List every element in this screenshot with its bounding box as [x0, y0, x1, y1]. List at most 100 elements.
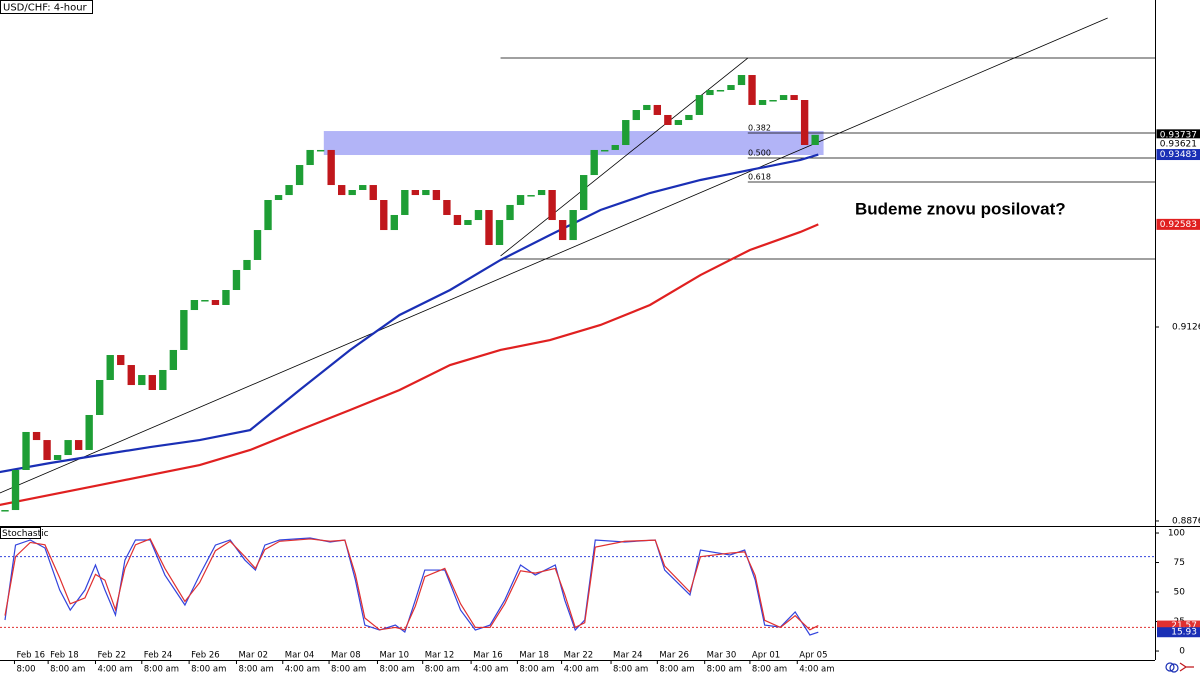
candle	[495, 220, 504, 246]
x-tick-label: Apr 05	[799, 651, 827, 661]
icon[interactable]	[1179, 662, 1194, 672]
x-tick-label: Mar 18	[519, 651, 549, 661]
candle	[537, 189, 546, 196]
candle	[685, 114, 693, 121]
x-tick-label: Feb 26	[191, 651, 220, 661]
indicator-title: Stochastic	[2, 529, 49, 539]
y-tick-label: 0.88760	[1172, 516, 1200, 526]
candle	[180, 310, 188, 350]
candle	[716, 89, 725, 92]
x-tick-label: Mar 12	[425, 651, 455, 661]
candle	[558, 220, 567, 241]
price-tag	[1156, 218, 1200, 230]
price-tag-label: 0.92583	[1160, 220, 1197, 230]
candle	[695, 95, 704, 115]
candle	[474, 210, 483, 221]
price-tag-label: 0.93483	[1160, 150, 1197, 160]
stochastic-tag	[1157, 627, 1200, 638]
candle	[422, 189, 430, 196]
lines-layer: 0.382 0.500 0.618	[0, 17, 1155, 507]
candle	[127, 365, 135, 386]
candle	[85, 414, 93, 450]
candle	[274, 195, 283, 201]
candle	[464, 220, 472, 225]
candle	[295, 165, 304, 186]
x-tick-label: Mar 02	[238, 651, 268, 661]
candle	[769, 100, 777, 102]
x-tick-sublabel: 8:00 am	[425, 665, 460, 675]
candles-layer	[1, 75, 819, 512]
candle	[369, 185, 377, 201]
fib-label: 0.618	[748, 173, 771, 182]
stochastic-layer	[0, 537, 1155, 636]
candle	[811, 134, 819, 146]
icon[interactable]	[1169, 663, 1179, 673]
x-tick-label: Mar 10	[379, 651, 409, 661]
fib-label: 0.500	[748, 149, 771, 158]
candle	[653, 104, 662, 115]
x-tick-sublabel: 4:00 am	[564, 665, 599, 675]
candle	[401, 189, 409, 215]
x-tick-label: Mar 24	[613, 651, 643, 661]
candle	[790, 95, 798, 101]
candle	[117, 355, 125, 366]
candle	[211, 300, 220, 305]
candle	[11, 469, 20, 511]
candle	[74, 440, 83, 450]
x-tick-sublabel: 8:00 am	[613, 665, 648, 675]
x-tick-sublabel: 8:00 am	[659, 665, 694, 675]
candle	[253, 230, 262, 260]
candle	[148, 375, 156, 391]
x-tick-sublabel: 4:00 am	[97, 665, 132, 675]
x-tick-label: Feb 24	[144, 651, 173, 661]
candle	[727, 85, 735, 90]
x-tick-sublabel: 8:00 am	[191, 665, 226, 675]
candle	[443, 200, 451, 215]
x-tick-label: Feb 18	[50, 651, 79, 661]
x-tick-sublabel: 8:00	[16, 665, 35, 675]
candle	[306, 149, 314, 166]
candle	[32, 431, 41, 441]
price-tag	[1156, 138, 1200, 150]
price-tag	[1156, 149, 1200, 161]
candle	[243, 259, 251, 270]
x-tick-sublabel: 8:00 am	[50, 665, 85, 675]
candle	[737, 75, 746, 86]
chart-title: USD/CHF: 4-hour	[3, 3, 88, 14]
candle	[485, 210, 493, 246]
zone	[323, 131, 824, 156]
candle	[53, 455, 62, 460]
y-tick-label: 0.91260	[1172, 323, 1200, 333]
candle	[527, 195, 535, 197]
toolbar-icons[interactable]	[1165, 662, 1194, 673]
moving-average	[0, 223, 819, 507]
candle	[201, 300, 209, 302]
candle	[348, 189, 356, 196]
candle	[664, 114, 672, 125]
stochastic-tag-label: 15.93	[1171, 628, 1197, 638]
x-tick-label: Mar 30	[707, 651, 737, 661]
x-tick-sublabel: 8:00 am	[519, 665, 554, 675]
x-tick-sublabel: 8:00 am	[707, 665, 742, 675]
x-tick-sublabel: 8:00 am	[752, 665, 787, 675]
candle	[706, 89, 714, 96]
candle	[64, 440, 72, 456]
icon[interactable]	[1165, 662, 1175, 672]
candle	[800, 100, 809, 146]
candle	[432, 189, 441, 201]
y2-tick-label: 50	[1174, 588, 1186, 598]
x-tick-sublabel: 8:00 am	[331, 665, 366, 675]
candle	[611, 145, 619, 150]
candle	[579, 175, 588, 211]
x-tick-label: Mar 22	[564, 651, 594, 661]
candle	[643, 104, 651, 111]
candle	[222, 290, 230, 305]
candle	[232, 269, 241, 291]
x-tick-sublabel: 8:00 am	[238, 665, 273, 675]
candle	[748, 75, 756, 105]
annotation: Budeme znovu posilovat?	[855, 199, 1066, 218]
x-tick-sublabel: 4:00 am	[799, 665, 834, 675]
x-tick-sublabel: 4:00 am	[473, 665, 508, 675]
